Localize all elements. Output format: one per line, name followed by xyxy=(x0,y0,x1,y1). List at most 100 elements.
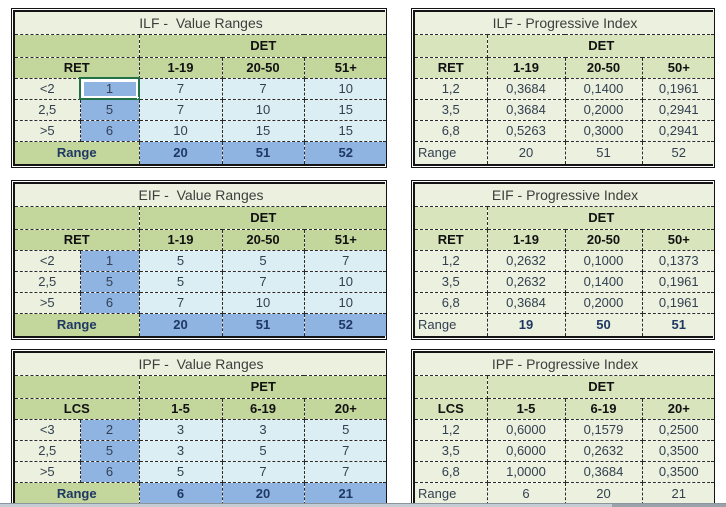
value-cell[interactable]: 5 xyxy=(138,460,223,483)
row-label-cell[interactable]: >5 xyxy=(15,291,81,314)
group-header-cell[interactable]: PET xyxy=(138,374,388,399)
range-value-cell[interactable]: 51 xyxy=(221,140,305,164)
row-label-cell[interactable]: 3,5 xyxy=(415,439,488,462)
range-value-cell[interactable]: 50 xyxy=(564,312,643,336)
selection-fill-handle[interactable] xyxy=(136,96,138,98)
row-label-cell[interactable]: 2,5 xyxy=(15,439,81,462)
value-cell[interactable]: 0,1400 xyxy=(564,77,643,100)
value-cell[interactable]: 7 xyxy=(221,460,305,483)
value-cell[interactable]: 7 xyxy=(221,270,305,293)
column-header-cell[interactable]: 20+ xyxy=(641,397,716,420)
value-cell[interactable]: 5 xyxy=(221,439,305,462)
empty-header-cell[interactable] xyxy=(415,374,488,399)
value-cell[interactable]: 7 xyxy=(303,249,388,272)
value-cell[interactable]: 15 xyxy=(303,119,388,142)
key-cell[interactable]: 5 xyxy=(79,439,140,462)
value-cell[interactable]: 0,6000 xyxy=(486,418,566,441)
value-cell[interactable]: 0,1961 xyxy=(641,270,716,293)
value-cell[interactable]: 0,1579 xyxy=(564,418,643,441)
row-label-cell[interactable]: 1,2 xyxy=(415,77,488,100)
table-title-cell[interactable]: ILF - Value Ranges xyxy=(15,12,388,35)
table-title-cell[interactable]: EIF - Progressive Index xyxy=(415,184,716,207)
value-cell[interactable]: 0,3500 xyxy=(641,460,716,483)
row-header-cell[interactable]: RET xyxy=(415,228,488,251)
value-cell[interactable]: 5 xyxy=(221,249,305,272)
row-label-cell[interactable]: 3,5 xyxy=(415,270,488,293)
column-header-cell[interactable]: 1-19 xyxy=(138,56,223,79)
value-cell[interactable]: 0,2500 xyxy=(641,418,716,441)
key-cell[interactable]: 6 xyxy=(79,460,140,483)
column-header-cell[interactable]: 6-19 xyxy=(221,397,305,420)
column-header-cell[interactable]: 20-50 xyxy=(564,56,643,79)
group-header-cell[interactable]: DET xyxy=(486,33,716,58)
value-cell[interactable]: 3 xyxy=(221,418,305,441)
table-title-cell[interactable]: IPF - Value Ranges xyxy=(15,353,388,376)
value-cell[interactable]: 7 xyxy=(138,77,223,100)
row-label-cell[interactable]: 6,8 xyxy=(415,291,488,314)
range-value-cell[interactable]: 52 xyxy=(303,140,388,164)
value-cell[interactable]: 5 xyxy=(138,270,223,293)
row-label-cell[interactable]: 2,5 xyxy=(15,98,81,121)
empty-header-cell[interactable] xyxy=(415,205,488,230)
value-cell[interactable]: 5 xyxy=(303,418,388,441)
table-title-cell[interactable]: EIF - Value Ranges xyxy=(15,184,388,207)
range-value-cell[interactable]: 20 xyxy=(486,140,566,164)
table-title-cell[interactable]: ILF - Progressive Index xyxy=(415,12,716,35)
empty-header-cell[interactable] xyxy=(15,33,140,58)
range-value-cell[interactable]: 20 xyxy=(138,140,223,164)
column-header-cell[interactable]: 6-19 xyxy=(564,397,643,420)
table-title-cell[interactable]: IPF - Progressive Index xyxy=(415,353,716,376)
value-cell[interactable]: 0,1373 xyxy=(641,249,716,272)
column-header-cell[interactable]: 20-50 xyxy=(564,228,643,251)
value-cell[interactable]: 0,2000 xyxy=(564,291,643,314)
group-header-cell[interactable]: DET xyxy=(486,205,716,230)
empty-header-cell[interactable] xyxy=(415,33,488,58)
value-cell[interactable]: 0,2941 xyxy=(641,98,716,121)
key-cell[interactable]: 2 xyxy=(79,418,140,441)
range-value-cell[interactable]: 20 xyxy=(221,481,305,505)
column-header-cell[interactable]: 1-19 xyxy=(486,56,566,79)
row-header-cell[interactable]: RET xyxy=(15,56,140,79)
column-header-cell[interactable]: 20-50 xyxy=(221,56,305,79)
column-header-cell[interactable]: 50+ xyxy=(641,228,716,251)
range-value-cell[interactable]: 21 xyxy=(303,481,388,505)
row-label-cell[interactable]: <3 xyxy=(15,418,81,441)
column-header-cell[interactable]: 20+ xyxy=(303,397,388,420)
key-cell[interactable]: 1 xyxy=(79,249,140,272)
range-value-cell[interactable]: 20 xyxy=(564,481,643,505)
column-header-cell[interactable]: 50+ xyxy=(641,56,716,79)
row-label-cell[interactable]: 6,8 xyxy=(415,119,488,142)
value-cell[interactable]: 0,1000 xyxy=(564,249,643,272)
row-label-cell[interactable]: 2,5 xyxy=(15,270,81,293)
value-cell[interactable]: 0,3684 xyxy=(564,460,643,483)
range-label-cell[interactable]: Range xyxy=(415,481,488,505)
range-label-cell[interactable]: Range xyxy=(15,312,140,336)
column-header-cell[interactable]: 1-19 xyxy=(486,228,566,251)
value-cell[interactable]: 0,3000 xyxy=(564,119,643,142)
key-cell[interactable]: 6 xyxy=(79,119,140,142)
range-value-cell[interactable]: 19 xyxy=(486,312,566,336)
empty-header-cell[interactable] xyxy=(15,205,140,230)
row-label-cell[interactable]: >5 xyxy=(15,119,81,142)
group-header-cell[interactable]: DET xyxy=(138,205,388,230)
column-header-cell[interactable]: 1-19 xyxy=(138,228,223,251)
value-cell[interactable]: 10 xyxy=(138,119,223,142)
row-label-cell[interactable]: <2 xyxy=(15,77,81,100)
value-cell[interactable]: 3 xyxy=(138,439,223,462)
value-cell[interactable]: 10 xyxy=(221,98,305,121)
value-cell[interactable]: 10 xyxy=(303,270,388,293)
value-cell[interactable]: 0,2000 xyxy=(564,98,643,121)
value-cell[interactable]: 15 xyxy=(221,119,305,142)
selected-cell[interactable]: 1 xyxy=(79,77,140,100)
value-cell[interactable]: 0,1400 xyxy=(564,270,643,293)
row-header-cell[interactable]: RET xyxy=(415,56,488,79)
range-value-cell[interactable]: 6 xyxy=(138,481,223,505)
value-cell[interactable]: 0,3684 xyxy=(486,291,566,314)
value-cell[interactable]: 10 xyxy=(303,291,388,314)
column-header-cell[interactable]: 20-50 xyxy=(221,228,305,251)
row-header-cell[interactable]: LCS xyxy=(15,397,140,420)
value-cell[interactable]: 0,2632 xyxy=(486,249,566,272)
value-cell[interactable]: 0,2941 xyxy=(641,119,716,142)
range-value-cell[interactable]: 51 xyxy=(221,312,305,336)
range-label-cell[interactable]: Range xyxy=(415,140,488,164)
